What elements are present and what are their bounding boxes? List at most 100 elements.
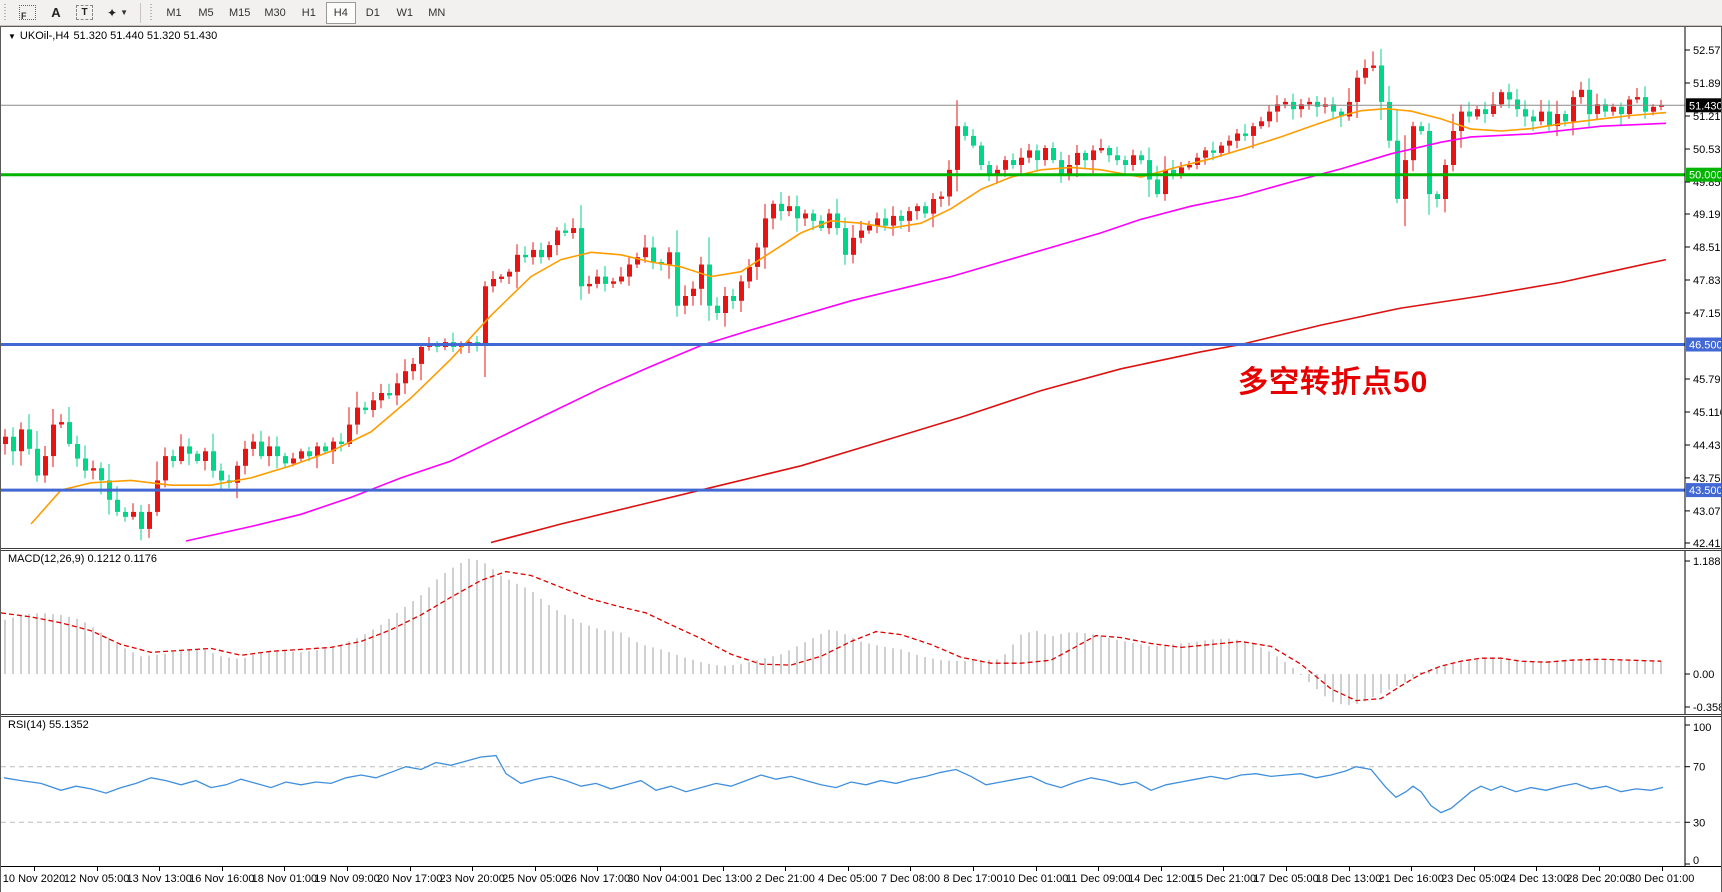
time-tick xyxy=(221,867,223,871)
svg-text:46.500: 46.500 xyxy=(1689,340,1721,352)
symbol-title-row[interactable]: ▼ UKOil-,H4 51.320 51.440 51.320 51.430 xyxy=(8,30,217,42)
price-tick-label: 44.430 xyxy=(1693,440,1721,452)
date-tick-label: 25 Nov 05:00 xyxy=(502,873,568,885)
date-tick-label: 26 Nov 17:00 xyxy=(564,873,631,885)
price-chart-canvas[interactable]: 52.57051.89051.21050.53049.85049.19048.5… xyxy=(1,27,1721,548)
time-tick xyxy=(1160,867,1162,871)
time-tick xyxy=(1286,867,1287,871)
drawing-tool-f-button[interactable]: F xyxy=(13,2,42,24)
date-tick-label: 19 Nov 09:00 xyxy=(314,873,380,885)
time-tick xyxy=(1661,867,1663,871)
time-tick xyxy=(159,867,161,871)
price-tick-label: 48.510 xyxy=(1693,242,1721,254)
text-label-tool-button[interactable]: A xyxy=(44,2,68,24)
text-box-tool-button[interactable]: T xyxy=(70,2,99,24)
date-tick-label: 18 Dec 13:00 xyxy=(1315,873,1382,885)
rsi-tick-label: 70 xyxy=(1693,762,1705,774)
rsi-tick-label: 0 xyxy=(1693,855,1699,866)
date-tick-label: 13 Nov 13:00 xyxy=(126,873,192,885)
symbol-quote: 51.320 51.440 51.320 51.430 xyxy=(73,30,218,42)
price-mark-50.000 xyxy=(1686,167,1721,182)
timeframe-button-M30[interactable]: M30 xyxy=(258,2,291,24)
toolbar-drag-handle[interactable] xyxy=(3,3,8,22)
timeframe-button-W1[interactable]: W1 xyxy=(390,2,420,24)
main-price-panel[interactable]: 52.57051.89051.21050.53049.85049.19048.5… xyxy=(1,27,1721,548)
time-tick xyxy=(1035,867,1037,871)
chart-window: 52.57051.89051.21050.53049.85049.19048.5… xyxy=(0,26,1722,892)
ma-fast-line xyxy=(30,107,1667,525)
macd-canvas[interactable]: 1.188 0.00 -0.3582 xyxy=(1,551,1721,714)
toolbar-drag-handle[interactable] xyxy=(148,3,154,22)
panel-splitter[interactable] xyxy=(1,714,1721,717)
price-tick-label: 43.750 xyxy=(1693,473,1721,485)
macd-panel[interactable]: 1.188 0.00 -0.3582 MACD(12,26,9) 0.1212 0.… xyxy=(1,551,1721,714)
toolbar-separator xyxy=(139,2,141,23)
date-tick-label: 12 Nov 05:00 xyxy=(63,873,130,885)
date-tick-label: 17 Dec 05:00 xyxy=(1253,873,1319,885)
time-tick xyxy=(96,867,98,871)
time-tick xyxy=(660,867,661,871)
ma-slow-line xyxy=(490,258,1667,544)
rsi-panel[interactable]: 100 70 30 0 RSI(14) 55.1352 xyxy=(1,717,1721,866)
time-tick xyxy=(534,867,536,871)
macd-tick-label: 1.188 xyxy=(1693,556,1721,568)
price-tick-label: 43.070 xyxy=(1693,506,1721,518)
macd-tick-label: 0.00 xyxy=(1693,669,1714,681)
letter-a-icon: A xyxy=(51,5,61,20)
timeframe-button-D1[interactable]: D1 xyxy=(358,2,388,24)
price-tick-label: 52.570 xyxy=(1693,45,1721,57)
macd-label: MACD(12,26,9) 0.1212 0.1176 xyxy=(8,553,157,565)
date-tick-label: 4 Dec 05:00 xyxy=(818,873,878,885)
rsi-tick-label: 100 xyxy=(1693,722,1711,734)
top-toolbar: F A T ✦ ▼ M1 M5 M15 M30 H1 H4 D1 W1 MN xyxy=(0,0,1722,26)
timeframe-button-M15[interactable]: M15 xyxy=(223,2,256,24)
date-tick-label: 8 Dec 17:00 xyxy=(943,873,1003,885)
macd-tick-label: -0.3582 xyxy=(1693,702,1721,714)
price-tick-label: 49.190 xyxy=(1693,209,1721,221)
chart-text-annotation: 多空转折点50 xyxy=(1238,366,1429,399)
time-tick xyxy=(34,867,35,871)
time-tick xyxy=(1536,867,1538,871)
panel-splitter[interactable] xyxy=(1,548,1721,551)
date-tick-label: 30 Nov 04:00 xyxy=(627,873,693,885)
timeframe-button-M5[interactable]: M5 xyxy=(191,2,221,24)
price-tick-label: 45.110 xyxy=(1693,407,1721,419)
date-tick-label: 18 Nov 01:00 xyxy=(251,873,318,885)
price-tick-label: 50.530 xyxy=(1693,144,1721,156)
rsi-canvas[interactable]: 100 70 30 0 xyxy=(1,717,1721,866)
timeframe-button-MN[interactable]: MN xyxy=(422,2,452,24)
date-tick-label: 20 Nov 17:00 xyxy=(376,873,443,885)
time-tick xyxy=(409,867,411,871)
rsi-label: RSI(14) 55.1352 xyxy=(8,719,89,731)
date-tick-label: 24 Dec 13:00 xyxy=(1503,873,1570,885)
price-mark-46.500 xyxy=(1686,337,1721,352)
svg-text:51.430: 51.430 xyxy=(1689,100,1721,112)
time-axis[interactable]: 10 Nov 2020 12 Nov 05:00 13 Nov 13:00 16 No… xyxy=(1,866,1721,892)
date-tick-label: 23 Nov 20:00 xyxy=(439,873,505,885)
date-tick-label: 2 Dec 21:00 xyxy=(755,873,815,885)
date-tick-label: 11 Dec 09:00 xyxy=(1065,873,1131,885)
rsi-tick-label: 30 xyxy=(1693,817,1705,829)
price-tick-label: 51.890 xyxy=(1693,78,1721,90)
time-tick xyxy=(1599,867,1600,871)
date-tick-label: 28 Dec 20:00 xyxy=(1566,873,1632,885)
timeframe-button-group: M1 M5 M15 M30 H1 H4 D1 W1 MN xyxy=(158,1,453,24)
date-tick-label: 7 Dec 08:00 xyxy=(880,873,941,885)
time-tick xyxy=(722,867,724,871)
price-tick-label: 47.830 xyxy=(1693,275,1721,287)
time-tick xyxy=(910,867,912,871)
expander-triangle-icon[interactable]: ▼ xyxy=(8,31,16,41)
arrow-objects-dropdown-button[interactable]: ✦ ▼ xyxy=(101,2,134,24)
timeframe-button-H4[interactable]: H4 xyxy=(325,1,356,24)
time-tick xyxy=(847,867,849,871)
date-tick-label: 1 Dec 13:00 xyxy=(692,873,753,885)
time-tick xyxy=(347,867,348,871)
timeframe-button-M1[interactable]: M1 xyxy=(159,2,189,24)
svg-text:50.000: 50.000 xyxy=(1689,170,1721,182)
timeframe-button-H1[interactable]: H1 xyxy=(294,2,324,24)
letter-t-icon: T xyxy=(76,5,93,20)
time-tick xyxy=(597,867,599,871)
svg-text:43.500: 43.500 xyxy=(1689,485,1721,497)
date-tick-label: 15 Dec 21:00 xyxy=(1190,873,1257,885)
price-tick-label: 42.410 xyxy=(1693,538,1721,548)
